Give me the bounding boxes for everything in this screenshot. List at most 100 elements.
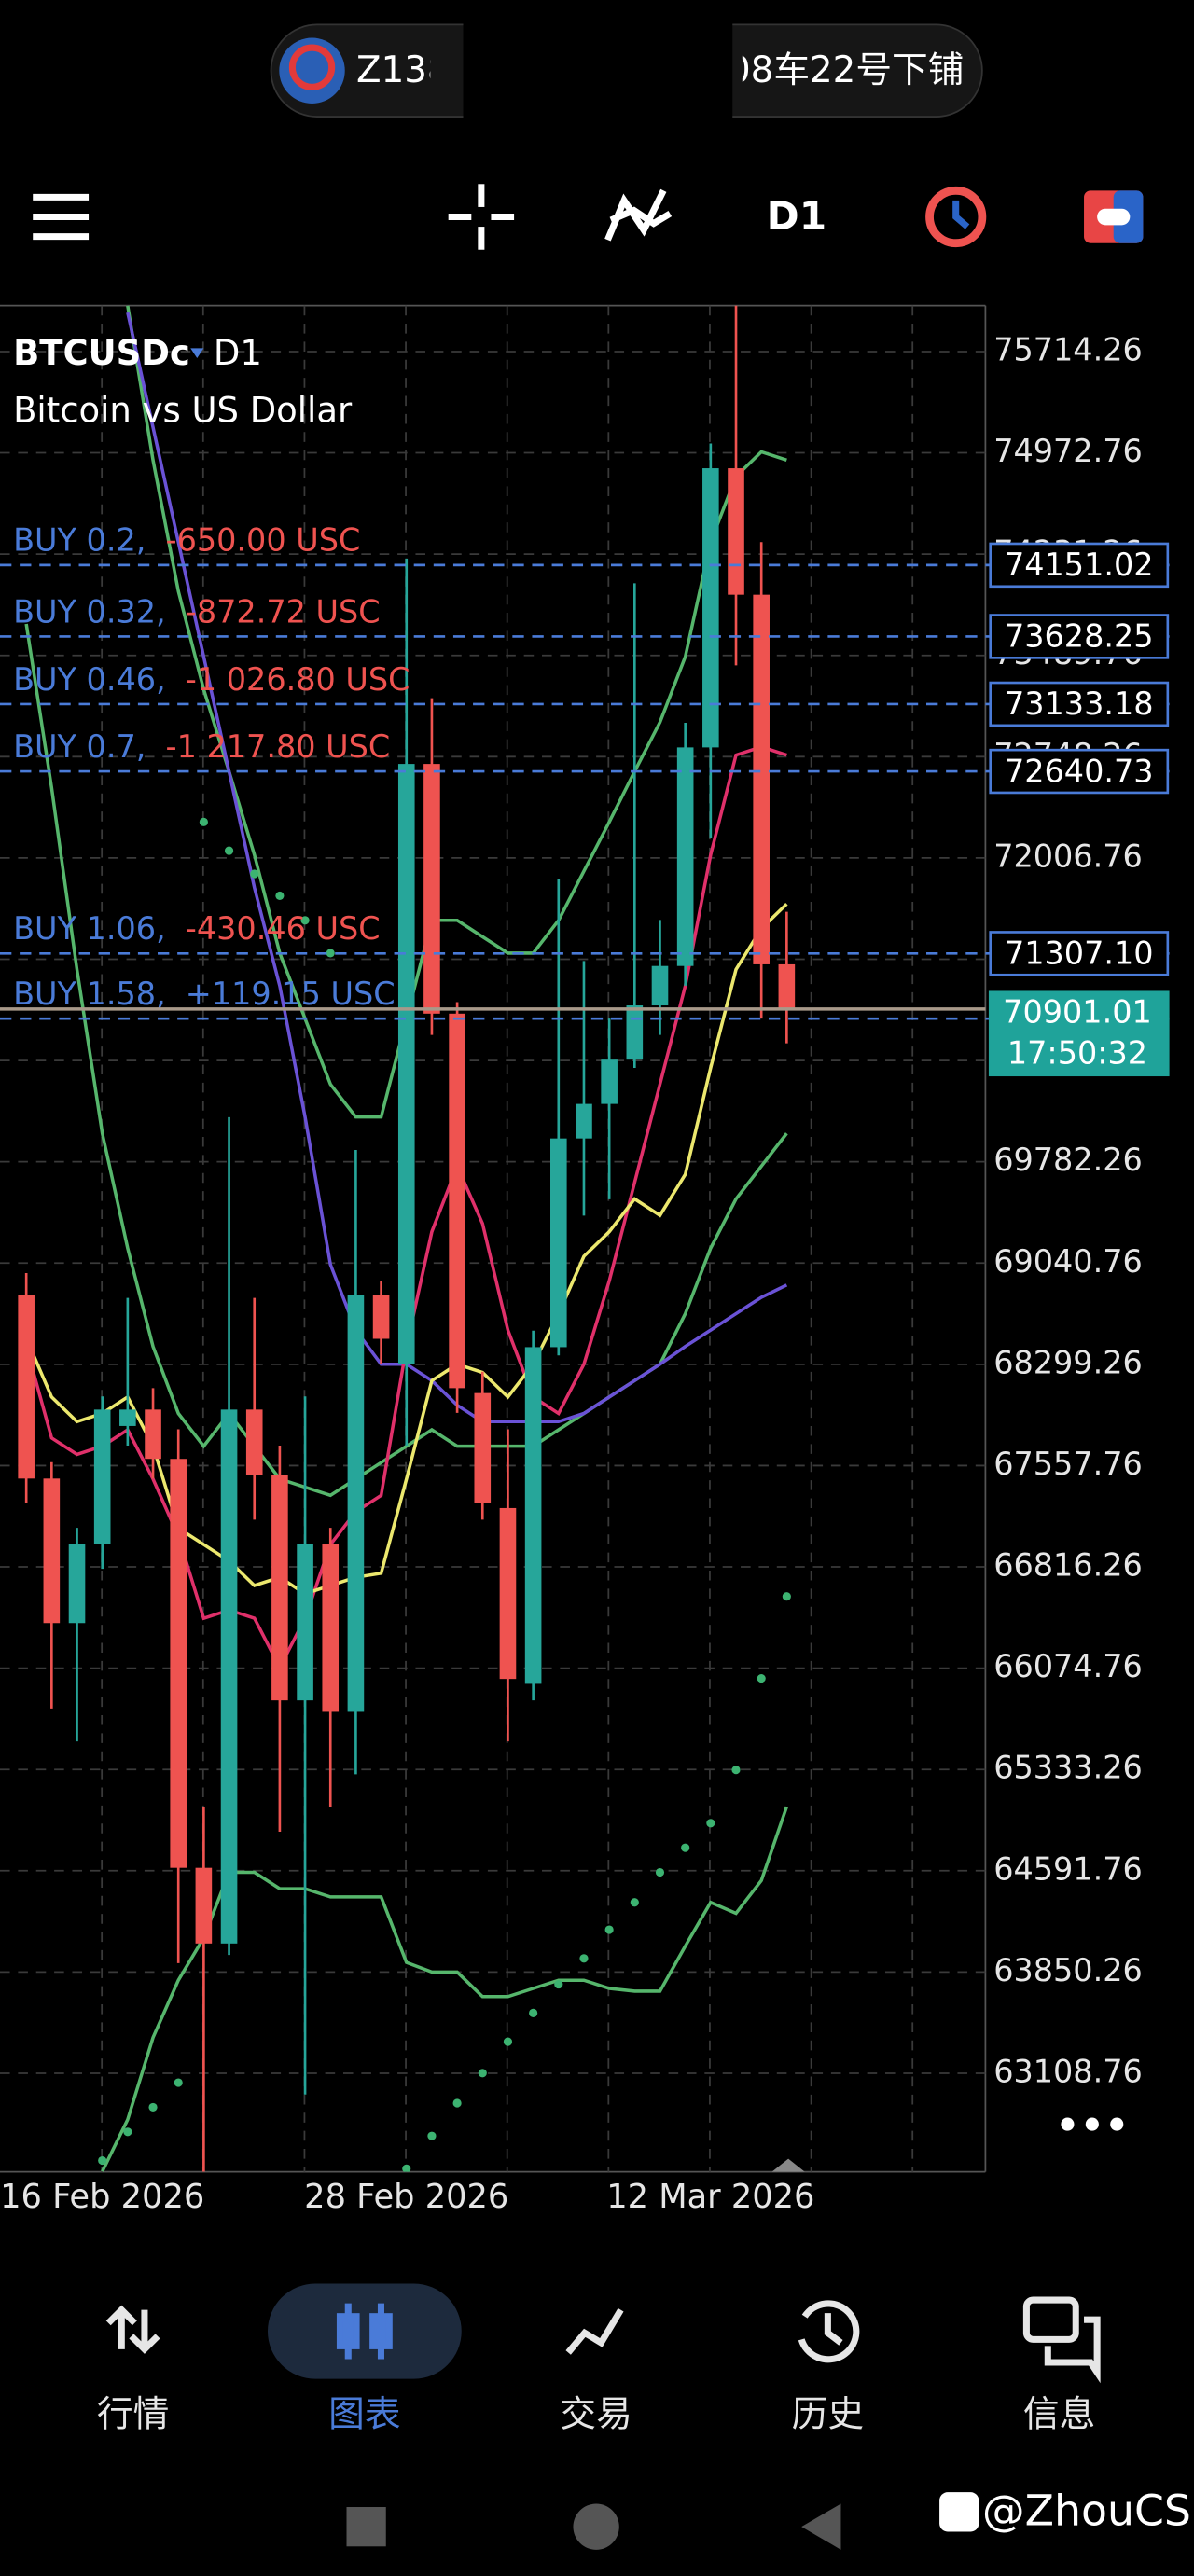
y-tick-label: 64591.76 bbox=[993, 1850, 1143, 1887]
back-button[interactable] bbox=[801, 2503, 841, 2550]
candle-body bbox=[397, 764, 415, 1364]
trade-icon[interactable] bbox=[565, 2307, 624, 2355]
crosshair-button[interactable] bbox=[448, 184, 515, 250]
timeframe-button[interactable]: D1 bbox=[767, 193, 826, 239]
sar-dot bbox=[224, 846, 234, 855]
overlay: 70901.01 17:50:32 bbox=[0, 990, 1170, 1077]
candle-body bbox=[170, 1459, 187, 1868]
order-price-box bbox=[989, 681, 1170, 727]
last-price-box bbox=[988, 990, 1170, 1077]
more-button[interactable] bbox=[1061, 2117, 1124, 2131]
sar-dot bbox=[98, 2155, 107, 2166]
y-tick-label: 68299.26 bbox=[993, 1344, 1143, 1380]
history-icon[interactable] bbox=[798, 2300, 860, 2363]
candle-body bbox=[651, 965, 669, 1006]
train-icon-ring bbox=[288, 44, 336, 90]
sar-dot bbox=[174, 2078, 183, 2087]
status-right: 08车22号下铺 bbox=[728, 49, 964, 91]
quotes-icon[interactable] bbox=[105, 2305, 160, 2354]
sar-dot bbox=[529, 2008, 538, 2017]
sar-dot bbox=[123, 2127, 132, 2137]
y-tick-label: 65333.26 bbox=[993, 1750, 1143, 1786]
messages-icon[interactable] bbox=[1022, 2296, 1101, 2384]
candle-body bbox=[549, 1138, 567, 1348]
candle-body bbox=[43, 1478, 61, 1624]
order-label: BUY 0.46, bbox=[13, 661, 166, 698]
candle-body bbox=[601, 1059, 618, 1104]
sar-dot bbox=[148, 2102, 158, 2112]
candle-body bbox=[499, 1507, 517, 1680]
order-price-box bbox=[989, 748, 1170, 795]
order-price-label: 71307.10 bbox=[1005, 935, 1154, 972]
nav-item[interactable]: 图表 bbox=[328, 2394, 400, 2436]
recents-button[interactable] bbox=[346, 2507, 386, 2547]
y-tick-label: 75714.26 bbox=[993, 331, 1143, 367]
indicator-line bbox=[101, 1806, 789, 2172]
y-tick-label: 66074.76 bbox=[993, 1648, 1143, 1684]
candle-body bbox=[93, 1409, 111, 1544]
chart-icon[interactable] bbox=[336, 2303, 393, 2360]
nav-item[interactable]: 信息 bbox=[1023, 2394, 1095, 2436]
candle-body bbox=[423, 764, 440, 1014]
sar-dot bbox=[503, 2037, 513, 2046]
x-tick-label: 12 Mar 2026 bbox=[606, 2178, 814, 2216]
candle-body bbox=[626, 1005, 644, 1060]
order-label: BUY 0.2, bbox=[13, 522, 146, 559]
y-tick-label: 67557.76 bbox=[993, 1446, 1143, 1482]
order-profit: -872.72 USC bbox=[186, 593, 381, 630]
nav-item[interactable]: 交易 bbox=[560, 2394, 632, 2436]
y-tick-label: 69040.76 bbox=[993, 1243, 1143, 1280]
symbol-dropdown[interactable] bbox=[190, 348, 204, 359]
trade-button[interactable] bbox=[1084, 190, 1144, 243]
nav-item[interactable]: 行情 bbox=[97, 2394, 169, 2436]
candle-body bbox=[524, 1347, 542, 1684]
candle-body bbox=[119, 1409, 136, 1426]
order-price-label: 73133.18 bbox=[1005, 686, 1154, 722]
order-label: BUY 0.32, bbox=[13, 593, 166, 630]
symbol[interactable]: BTCUSDc bbox=[13, 333, 190, 373]
candle-body bbox=[220, 1409, 238, 1944]
indicator-button[interactable] bbox=[604, 188, 673, 242]
sar-dot bbox=[300, 916, 310, 925]
last-price-label: 70901.01 bbox=[1003, 994, 1152, 1031]
status-pill: Z138 08车22号下铺 bbox=[270, 22, 983, 118]
candle-body bbox=[372, 1295, 390, 1339]
candle-body bbox=[245, 1409, 263, 1475]
candle-body bbox=[195, 1867, 213, 1944]
candle-body bbox=[18, 1295, 35, 1479]
sar-dot bbox=[681, 1843, 690, 1852]
last-time-label: 17:50:32 bbox=[1007, 1035, 1147, 1072]
sar-dot bbox=[250, 869, 259, 879]
sar-dot bbox=[604, 1925, 614, 1934]
toolbar bbox=[33, 184, 1144, 250]
y-tick-label: 63850.26 bbox=[993, 1952, 1143, 1988]
sar-dot bbox=[731, 1766, 741, 1775]
watermark-icon bbox=[939, 2492, 979, 2532]
candle-body bbox=[322, 1544, 340, 1712]
candle-body bbox=[778, 963, 796, 1009]
order-price-label: 72640.73 bbox=[1005, 753, 1154, 789]
order-price-label: 74151.02 bbox=[1005, 547, 1154, 583]
nav-item[interactable]: 历史 bbox=[792, 2394, 864, 2436]
sar-dot bbox=[275, 891, 285, 901]
sar-dot bbox=[630, 1898, 639, 1907]
home-button[interactable] bbox=[573, 2503, 619, 2550]
order-label: BUY 1.06, bbox=[13, 910, 166, 947]
symbol-description: Bitcoin vs US Dollar bbox=[13, 391, 353, 431]
order-price-label: 73628.25 bbox=[1005, 618, 1154, 655]
candle-body bbox=[753, 594, 770, 964]
oneclick-button[interactable] bbox=[925, 186, 987, 248]
sar-dot bbox=[199, 817, 208, 826]
nav-icons bbox=[105, 2296, 1101, 2384]
candles bbox=[18, 305, 796, 2172]
candle-body bbox=[728, 468, 744, 595]
x-tick-label: 16 Feb 2026 bbox=[0, 2178, 204, 2216]
menu-button[interactable] bbox=[33, 193, 90, 241]
sar-dot bbox=[782, 1592, 791, 1601]
order-profit: +119.15 USC bbox=[186, 976, 396, 1012]
candle-body bbox=[576, 1103, 592, 1139]
y-tick-label: 72006.76 bbox=[993, 838, 1143, 874]
sar-dot bbox=[579, 1954, 589, 1963]
